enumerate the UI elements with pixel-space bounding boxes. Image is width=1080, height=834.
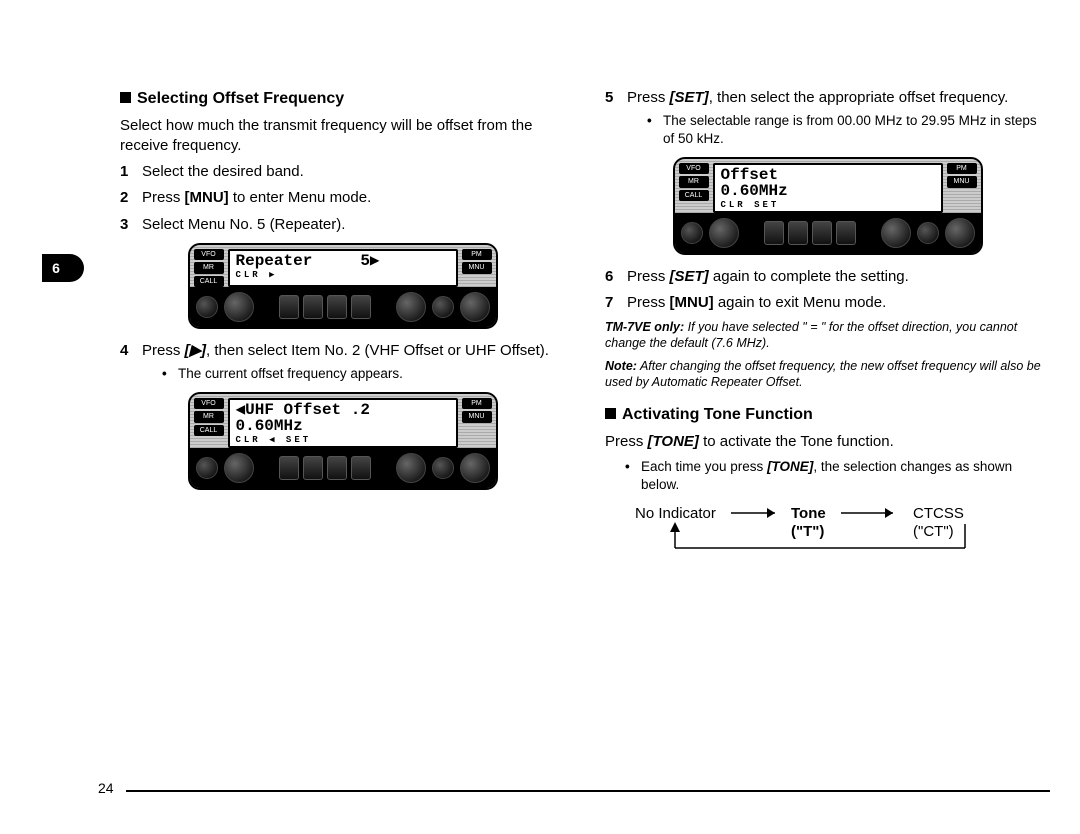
- set-key-label: [SET]: [670, 89, 709, 106]
- step-7: 7 Press [MNU] again to exit Menu mode.: [605, 293, 1050, 313]
- panel-button-icon: [351, 295, 371, 319]
- page-number: 24: [98, 779, 114, 798]
- offset-intro: Select how much the transmit frequency w…: [120, 116, 565, 157]
- step-3: 3Select Menu No. 5 (Repeater).: [120, 215, 565, 235]
- mnu-key-label: [MNU]: [670, 294, 714, 311]
- mnu-key-label: [MNU]: [185, 189, 229, 206]
- flow-ctcss-sub: ("CT"): [913, 523, 954, 540]
- panel-button-icon: [327, 295, 347, 319]
- heading-tone-text: Activating Tone Function: [622, 406, 813, 423]
- step-4-bullets: The current offset frequency appears.: [162, 365, 565, 383]
- knob-icon: [460, 453, 490, 483]
- panel-button-icon: [303, 295, 323, 319]
- knob-icon: [432, 296, 454, 318]
- panel-button-icon: [836, 221, 856, 245]
- note-tm7ve: TM-7VE only: If you have selected " = " …: [605, 319, 1050, 352]
- panel-button-icon: [812, 221, 832, 245]
- step-1: 1Select the desired band.: [120, 162, 565, 182]
- step-2: 2 Press [MNU] to enter Menu mode.: [120, 188, 565, 208]
- lcd-repeater: Repeater 5▶ CLR ▶: [228, 249, 458, 287]
- flow-svg: No Indicator Tone ("T") CTCSS ("CT"): [625, 502, 1005, 566]
- chapter-tab: 6: [42, 254, 92, 282]
- right-side-buttons: PM MNU: [462, 249, 492, 287]
- knob-icon: [224, 292, 254, 322]
- knob-icon: [396, 292, 426, 322]
- lcd-offset: Offset 0.60MHz CLR SET: [713, 163, 943, 213]
- set-key-label: [SET]: [670, 268, 709, 285]
- heading-offset: Selecting Offset Frequency: [120, 88, 565, 110]
- panel-button-icon: [279, 295, 299, 319]
- knob-icon: [881, 218, 911, 248]
- tone-key-label: [TONE]: [648, 433, 699, 450]
- step-4-bullet: The current offset frequency appears.: [162, 365, 565, 383]
- flow-ctcss: CTCSS: [913, 505, 964, 522]
- heading-tone: Activating Tone Function: [605, 404, 1050, 426]
- flow-tone-sub: ("T"): [791, 523, 824, 540]
- heading-offset-text: Selecting Offset Frequency: [137, 90, 344, 107]
- knob-icon: [917, 222, 939, 244]
- step-4: 4 Press [▶], then select Item No. 2 (VHF…: [120, 341, 565, 383]
- square-bullet-icon: [605, 408, 616, 419]
- tone-intro: Press [TONE] to activate the Tone functi…: [605, 432, 1050, 452]
- tab-arc-icon: [70, 254, 92, 282]
- step-5-bullet: The selectable range is from 00.00 MHz t…: [647, 112, 1050, 148]
- lcd-uhf-offset: ◀UHF Offset .2 0.60MHz CLR ◀ SET: [228, 398, 458, 448]
- left-side-buttons: VFO MR CALL: [194, 249, 224, 287]
- tone-bullets: Each time you press [TONE], the selectio…: [625, 458, 1050, 494]
- knob-icon: [681, 222, 703, 244]
- knob-icon: [224, 453, 254, 483]
- knob-icon: [460, 292, 490, 322]
- panel-button-icon: [327, 456, 347, 480]
- tone-flow-diagram: No Indicator Tone ("T") CTCSS ("CT"): [625, 502, 1050, 572]
- panel-button-icon: [303, 456, 323, 480]
- page-footer-rule: [126, 790, 1050, 792]
- panel-button-icon: [351, 456, 371, 480]
- device-illustration-uhf-offset: VFO MR CALL ◀UHF Offset .2 0.60MHz CLR ◀…: [188, 392, 498, 490]
- step-5-bullets: The selectable range is from 00.00 MHz t…: [647, 112, 1050, 148]
- panel-button-icon: [279, 456, 299, 480]
- square-bullet-icon: [120, 92, 131, 103]
- knob-icon: [709, 218, 739, 248]
- offset-steps: 1Select the desired band. 2 Press [MNU] …: [120, 162, 565, 235]
- device-illustration-repeater: VFO MR CALL Repeater 5▶ CLR ▶ PM MNU: [188, 243, 498, 329]
- page-content: Selecting Offset Frequency Select how mu…: [120, 88, 1050, 774]
- panel-button-icon: [788, 221, 808, 245]
- knob-icon: [945, 218, 975, 248]
- offset-steps-right: 5 Press [SET], then select the appropria…: [605, 88, 1050, 149]
- knob-icon: [432, 457, 454, 479]
- right-arrow-key-label: [▶]: [185, 342, 207, 359]
- tone-bullet: Each time you press [TONE], the selectio…: [625, 458, 1050, 494]
- step-6: 6 Press [SET] again to complete the sett…: [605, 267, 1050, 287]
- offset-steps-cont: 4 Press [▶], then select Item No. 2 (VHF…: [120, 341, 565, 383]
- left-column: Selecting Offset Frequency Select how mu…: [120, 88, 565, 774]
- note-offset-change: Note: After changing the offset frequenc…: [605, 358, 1050, 391]
- knob-icon: [196, 296, 218, 318]
- right-column: 5 Press [SET], then select the appropria…: [605, 88, 1050, 774]
- panel-button-icon: [764, 221, 784, 245]
- flow-tone: Tone: [791, 505, 826, 522]
- flow-no-indicator: No Indicator: [635, 505, 716, 522]
- chapter-number: 6: [42, 254, 70, 282]
- offset-steps-right-2: 6 Press [SET] again to complete the sett…: [605, 267, 1050, 314]
- knob-icon: [196, 457, 218, 479]
- step-5: 5 Press [SET], then select the appropria…: [605, 88, 1050, 149]
- knob-icon: [396, 453, 426, 483]
- device-illustration-offset: VFO MR CALL Offset 0.60MHz CLR SET PM MN…: [673, 157, 983, 255]
